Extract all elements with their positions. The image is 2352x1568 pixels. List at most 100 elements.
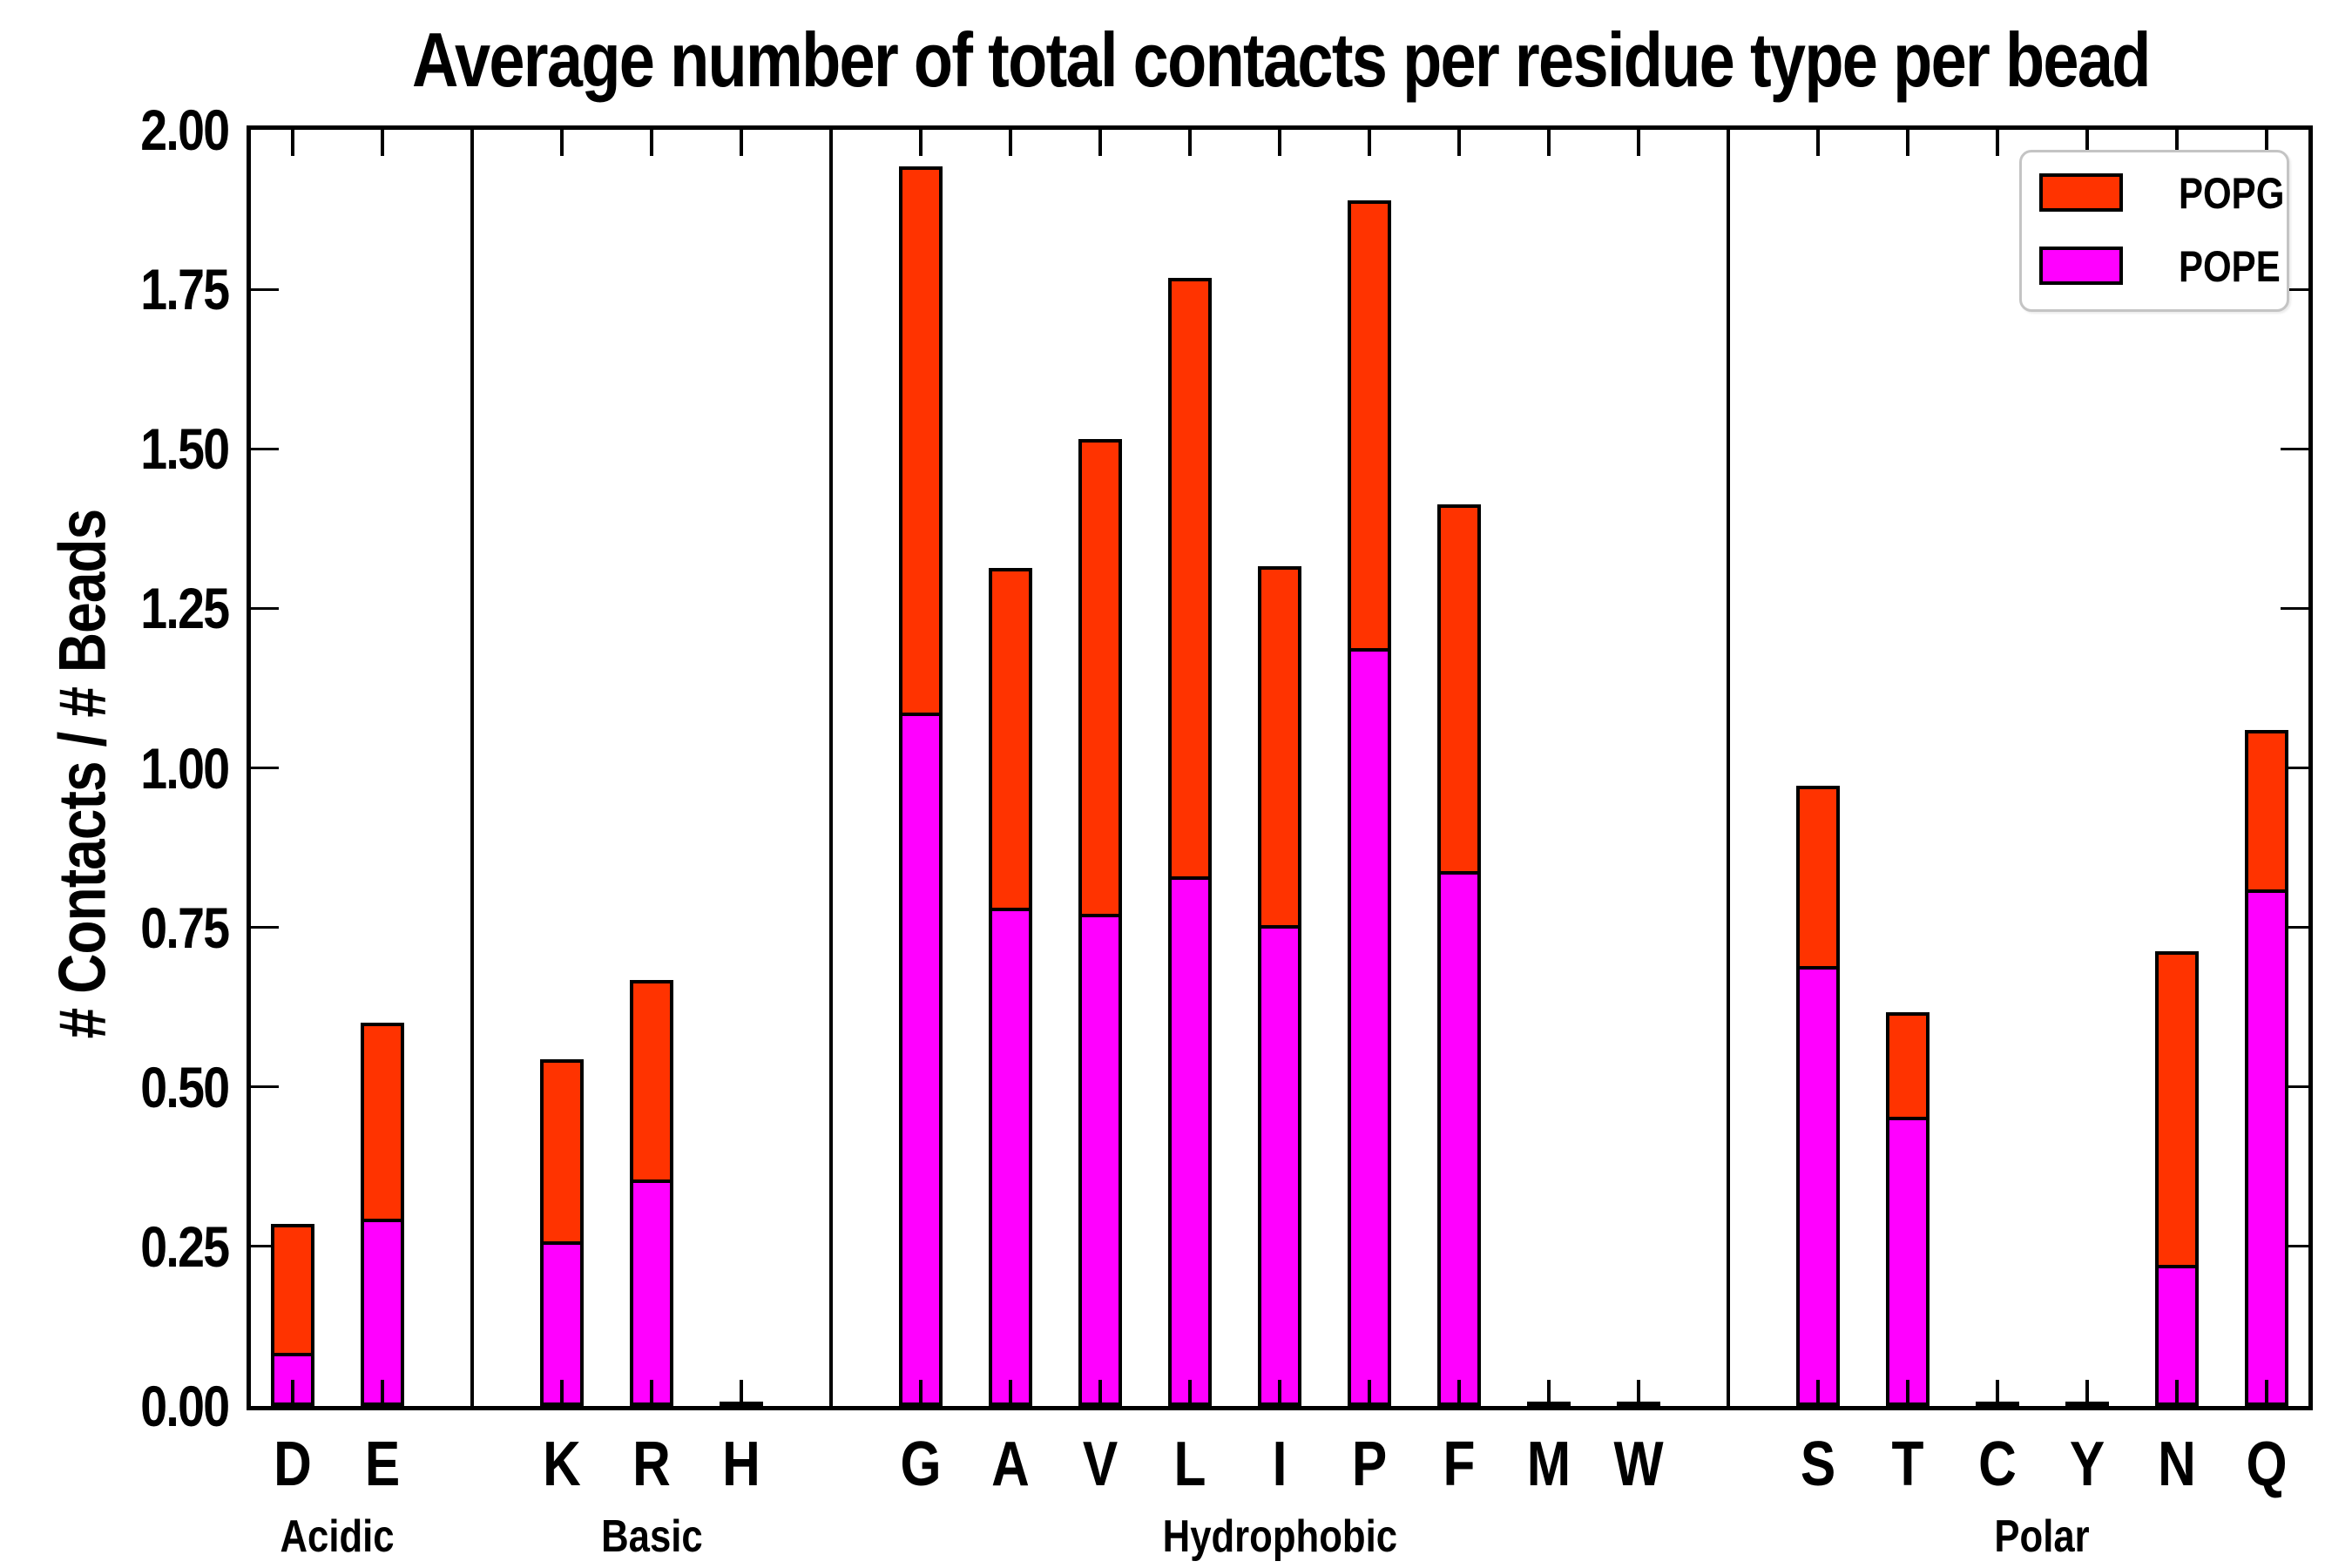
bar-P-popg-segment [1351,204,1388,652]
x-tick-label-M: M [1526,1429,1571,1499]
bar-D [271,1224,314,1406]
plot-inner [251,130,2308,1406]
x-axis-tick [1996,1380,1999,1406]
x-tick-label-W: W [1613,1429,1664,1499]
x-axis-tick [291,130,294,156]
bar-A-popg-segment [992,571,1029,911]
x-axis-tick [2085,130,2089,156]
bar-K-popg-segment [544,1063,580,1245]
x-tick-label-C: C [1978,1429,2017,1499]
x-tick-label-Y: Y [2069,1429,2105,1499]
x-axis-tick [650,130,653,156]
bar-E-popg-segment [364,1026,401,1222]
x-axis-tick [1098,1380,1102,1406]
x-axis-tick [1906,1380,1909,1406]
x-tick-label-P: P [1351,1429,1388,1499]
legend-row-pope: POPE [2022,245,2287,288]
x-axis-tick [1278,130,1281,156]
x-axis-tick [1368,1380,1371,1406]
bar-I [1258,566,1301,1406]
y-tick-label-1.50: 1.50 [139,416,230,482]
bar-T-popg-segment [1889,1016,1926,1120]
y-axis-tick [251,1085,279,1089]
bar-Q [2245,730,2288,1406]
x-tick-label-E: E [364,1429,401,1499]
x-axis-tick [1278,1380,1281,1406]
bar-V [1078,439,1122,1406]
x-axis-tick [2175,130,2179,156]
x-axis-tick [560,1380,564,1406]
x-axis-tick [560,130,564,156]
x-tick-label-N: N [2158,1429,2196,1499]
y-axis-tick [251,926,279,929]
group-divider-line [1727,130,1730,1406]
bar-S-popg-segment [1800,789,1836,970]
bar-T [1886,1012,1930,1406]
y-axis-tick [2281,1245,2308,1248]
y-axis-tick [2281,606,2308,610]
pope-swatch [2039,247,2123,285]
x-axis-tick [1816,1380,1820,1406]
x-axis-tick [1368,130,1371,156]
bar-V-popg-segment [1082,443,1119,917]
bar-E [361,1023,404,1406]
x-axis-tick [1098,130,1102,156]
x-tick-label-S: S [1800,1429,1836,1499]
legend-row-popg: POPG [2022,172,2287,215]
x-axis-tick [2085,1380,2089,1406]
x-axis-tick [740,1380,743,1406]
x-axis-tick [919,130,923,156]
bar-G [899,166,943,1406]
x-axis-tick [2175,1380,2179,1406]
x-axis-tick [1188,130,1192,156]
group-label-polar: Polar [1994,1511,2091,1562]
y-tick-label-0.75: 0.75 [139,895,230,960]
bar-N-popg-segment [2159,955,2195,1268]
bar-G-popg-segment [902,170,939,716]
legend: POPG POPE [2019,150,2289,312]
x-axis-tick [1906,130,1909,156]
x-axis-tick [1996,130,1999,156]
x-tick-label-T: T [1891,1429,1924,1499]
bar-P [1348,200,1391,1406]
x-axis-tick [381,130,384,156]
pope-label: POPE [2179,242,2281,291]
x-axis-tick [291,1380,294,1406]
group-label-basic: Basic [600,1511,703,1562]
x-axis-tick [1457,1380,1461,1406]
x-tick-label-F: F [1443,1429,1476,1499]
y-tick-label-1.25: 1.25 [139,576,230,641]
bar-F [1437,504,1481,1406]
bar-S [1796,786,1840,1406]
y-tick-label-0.25: 0.25 [139,1213,230,1279]
x-axis-tick [1009,1380,1012,1406]
group-divider-line [829,130,833,1406]
x-tick-label-A: A [991,1429,1030,1499]
x-axis-tick [2265,130,2268,156]
x-axis-tick [1547,130,1551,156]
x-axis-tick [1009,130,1012,156]
x-tick-label-I: I [1272,1429,1288,1499]
bar-Q-popg-segment [2248,733,2285,893]
x-axis-tick [1637,130,1640,156]
x-axis-tick [1457,130,1461,156]
popg-label: POPG [2179,169,2285,218]
y-axis-tick [2281,287,2308,291]
bar-R-popg-segment [633,983,670,1183]
x-axis-tick [1547,1380,1551,1406]
x-tick-label-K: K [543,1429,581,1499]
bar-I-popg-segment [1261,570,1298,929]
x-axis-tick [919,1380,923,1406]
plot-area [247,125,2313,1410]
x-tick-label-V: V [1082,1429,1119,1499]
y-tick-label-1.00: 1.00 [139,735,230,801]
popg-swatch [2039,173,2123,212]
group-label-hydrophobic: Hydrophobic [1162,1511,1397,1562]
x-tick-label-R: R [632,1429,671,1499]
bar-L [1168,278,1212,1406]
x-axis-tick [381,1380,384,1406]
y-tick-label-1.75: 1.75 [139,257,230,322]
bar-L-popg-segment [1172,281,1208,880]
x-tick-label-H: H [722,1429,760,1499]
